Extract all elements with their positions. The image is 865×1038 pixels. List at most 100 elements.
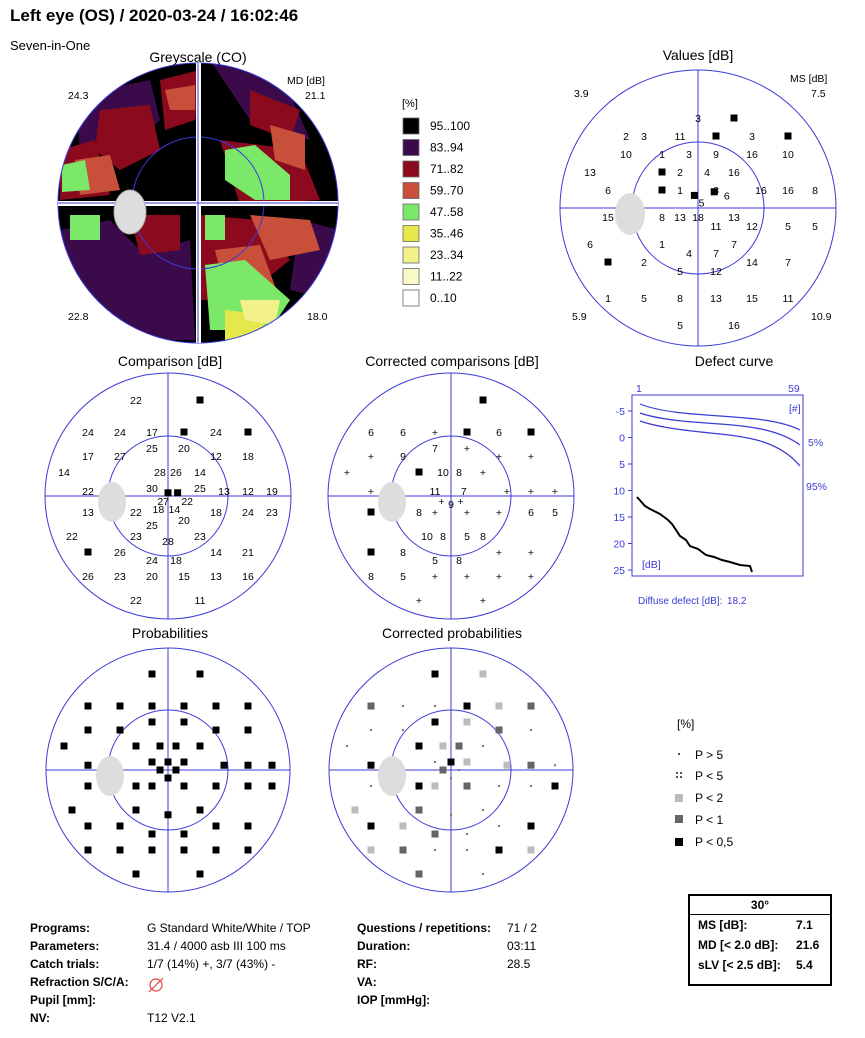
prob-mark [527,846,535,854]
map-value: 6 [724,190,730,202]
programs-value: G Standard White/White / TOP [147,921,311,935]
map-block [658,168,666,176]
map-value: 5 [677,320,683,332]
prob-legend-p5gt: P > 5 [695,748,723,762]
prob-mark [68,806,76,814]
map-value: + [528,486,534,498]
prob-mark [367,846,375,854]
map-block [710,188,718,196]
map-value: 15 [602,212,614,224]
values-map: 3231131013916101324166181616856158131811… [559,69,837,347]
dc-x-end: 59 [788,383,800,395]
map-value: + [464,507,470,519]
map-value: + [496,451,502,463]
prob-mark [244,726,252,734]
map-value: 15 [178,571,190,583]
map-block [367,548,375,556]
map-value: 3 [686,149,692,161]
map-value: 18 [210,507,222,519]
prob-mark [466,833,468,835]
map-value: 5 [699,198,705,210]
prob-mark [482,809,484,811]
probabilities-title: Probabilities [131,625,209,641]
map-block [84,548,92,556]
map-value: + [528,451,534,463]
rf-value: 28.5 [507,957,531,971]
prob-mark [503,761,511,769]
prob-mark [148,830,156,838]
prob-mark [132,782,140,790]
prob-mark [196,670,204,678]
prob-mark [495,846,503,854]
prob-mark [212,782,220,790]
prob-mark [220,761,228,769]
map-value: 3 [641,131,647,143]
probabilities-map [45,647,291,893]
map-value: 13 [674,212,686,224]
map-value: 1 [659,239,665,251]
prob-mark [196,742,204,750]
map-value: + [432,507,438,519]
prob-mark [367,702,375,710]
nv-value: T12 V2.1 [147,1011,196,1025]
prob-mark [346,745,348,747]
map-value: 1 [659,149,665,161]
prob-mark [180,702,188,710]
map-block [604,258,612,266]
prob-mark [244,761,252,769]
summary-md-label: MD [< 2.0 dB]: [698,938,779,952]
map-value: + [432,427,438,439]
prob-mark [212,726,220,734]
prob-mark [530,729,532,731]
prob-mark [463,782,471,790]
prob-mark [116,846,124,854]
map-value: 11 [783,293,794,305]
values-tl: 3.9 [574,88,589,100]
map-value: 8 [456,467,462,479]
prob-mark [180,758,188,766]
map-value: 6 [528,507,534,519]
map-value: 16 [728,320,740,332]
prob-mark [431,830,439,838]
prob-mark [463,718,471,726]
prob-mark [244,822,252,830]
map-block [244,428,252,436]
map-value: 13 [82,507,94,519]
prob-mark [212,702,220,710]
map-value: + [496,507,502,519]
map-block [784,132,792,140]
map-value: 23 [114,571,126,583]
duration-label: Duration: [357,939,411,953]
map-value: 24 [114,427,126,439]
map-value: 22 [130,595,142,607]
map-value: 18 [170,555,182,567]
map-value: 27 [157,496,169,508]
prob-mark [132,806,140,814]
map-value: 8 [659,212,665,224]
map-block [415,468,423,476]
corrected-comparisons-title: Corrected comparisons [dB] [365,353,539,369]
legend-title: [%] [402,98,418,110]
prob-legend-p5: P < 5 [695,769,723,783]
map-value: 25 [146,443,158,455]
values-tr: 7.5 [811,88,826,100]
map-value: 16 [242,571,254,583]
corrected-probabilities-map [328,647,574,893]
map-value: 26 [82,571,94,583]
dc-y-tick: 15 [613,512,625,524]
map-value: 11 [430,486,441,498]
map-value: 22 [66,531,78,543]
prob-mark [172,742,180,750]
map-value: 6 [605,185,611,197]
map-value: 15 [746,293,758,305]
prob-mark [415,806,423,814]
map-value: 13 [210,571,222,583]
legend-label: 59..70 [430,184,464,198]
prob-mark [466,849,468,851]
pupil-label: Pupil [mm]: [30,993,96,1007]
summary-slv-value: 5.4 [796,958,813,972]
map-value: 9 [713,149,719,161]
prob-mark [132,742,140,750]
prob-mark [415,742,423,750]
map-value: 16 [746,149,758,161]
